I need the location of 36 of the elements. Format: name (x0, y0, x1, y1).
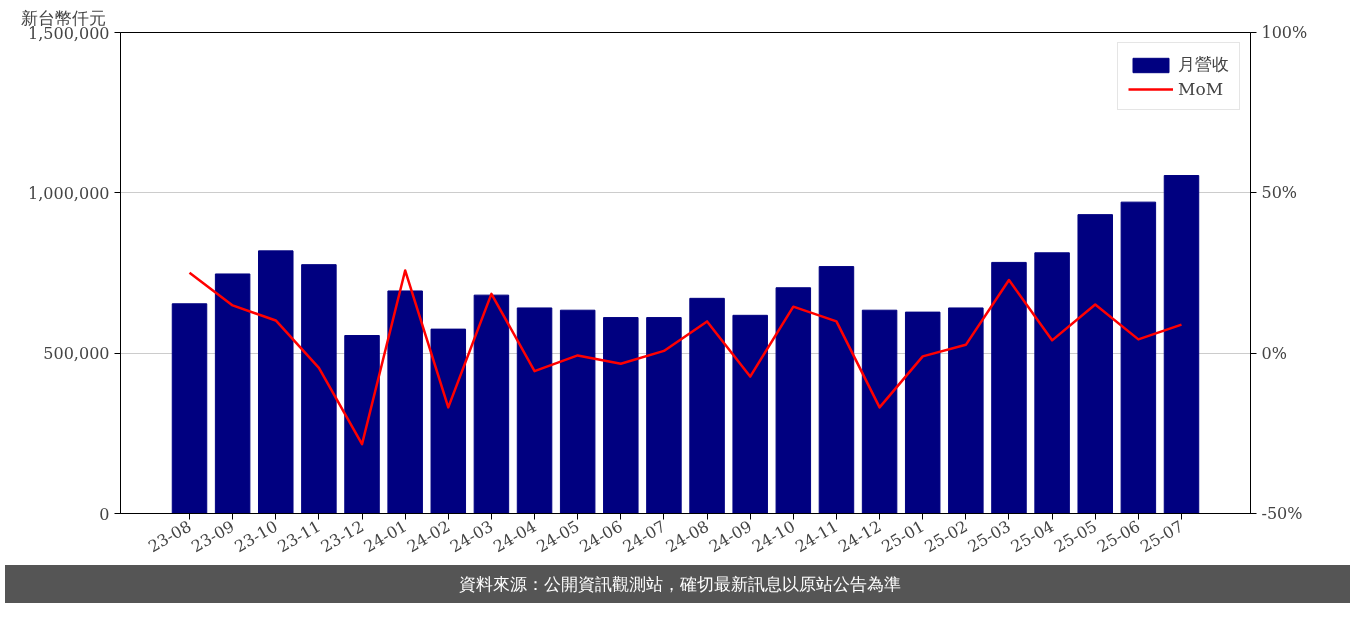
y-tick-label: 0 (99, 504, 110, 524)
bar (991, 261, 1027, 514)
bar (344, 335, 380, 514)
bar (904, 311, 941, 514)
line-series (188, 269, 1183, 446)
bar (646, 317, 682, 514)
bar (689, 297, 725, 514)
bar (258, 250, 294, 514)
y2-tick-label: -50% (1261, 504, 1303, 523)
y-axis-title: 新台幣仟元 (20, 7, 106, 28)
bar (861, 309, 898, 514)
bar (1077, 214, 1113, 514)
bar (948, 307, 984, 514)
bar (1120, 201, 1157, 514)
bar (603, 317, 639, 514)
bar (473, 294, 510, 514)
bar (214, 273, 251, 514)
bar (171, 303, 208, 514)
y2-tick-label: 100% (1261, 23, 1308, 42)
y-tick-label: 500,000 (43, 344, 110, 364)
bar (301, 264, 337, 514)
bar (516, 307, 553, 514)
y2-tick-label: 0% (1261, 343, 1287, 363)
bar (1034, 252, 1070, 514)
source-note: 資料來源：公開資訊觀測站，確切最新訊息以原站公告為準 (459, 573, 901, 596)
y2-tick-label: 50% (1261, 183, 1298, 203)
y-tick-label: 1,000,000 (28, 183, 110, 203)
legend-label: MoM (1178, 79, 1224, 99)
bar (732, 314, 768, 514)
legend-label: 月營收 (1178, 53, 1229, 76)
bar (430, 328, 467, 514)
bar (775, 287, 812, 514)
bar (559, 309, 596, 514)
bar (1163, 175, 1200, 514)
bar (818, 266, 855, 514)
bar (387, 290, 423, 514)
